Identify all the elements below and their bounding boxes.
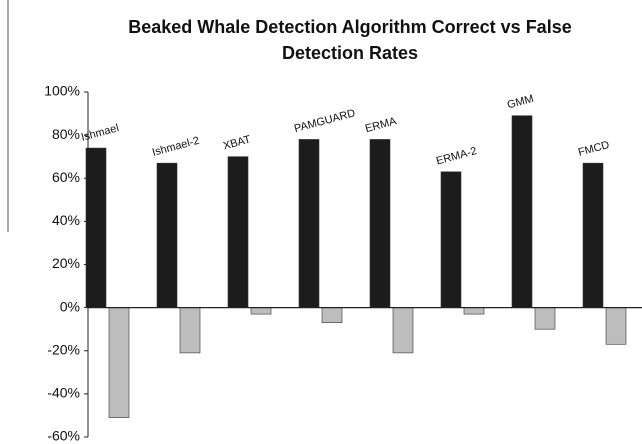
y-tick-label: 100% <box>44 83 80 99</box>
bar <box>511 115 533 308</box>
y-tick-label: 80% <box>52 126 80 142</box>
chart-title: Beaked Whale Detection Algorithm Correct… <box>128 17 572 63</box>
bar <box>534 307 556 330</box>
y-tick-label: 60% <box>52 169 80 185</box>
bar <box>392 307 414 354</box>
category-label: XBAT <box>222 134 252 153</box>
category-label: Ishmael <box>80 122 120 144</box>
y-tick-label: 0% <box>60 298 80 314</box>
bar <box>108 307 130 418</box>
bar <box>582 162 604 308</box>
category-label: GMM <box>506 93 535 112</box>
y-tick-label: 40% <box>52 212 80 228</box>
bar <box>321 307 343 324</box>
bar <box>440 171 462 308</box>
y-tick-label: 20% <box>52 255 80 271</box>
y-tick-label: -20% <box>47 341 80 357</box>
bar <box>250 307 272 315</box>
y-tick-label: -60% <box>47 428 80 444</box>
bar <box>298 139 320 308</box>
bar <box>605 307 627 345</box>
bar <box>179 307 201 354</box>
bar <box>156 162 178 308</box>
bar <box>463 307 485 315</box>
category-label: FMCD <box>577 139 611 159</box>
category-label: ERMA-2 <box>435 145 478 167</box>
category-label: ERMA <box>364 115 398 135</box>
bar <box>85 147 107 308</box>
bar <box>369 139 391 308</box>
category-label: PAMGUARD <box>293 107 357 135</box>
category-label: Ishmael-2 <box>151 135 201 159</box>
bar <box>227 156 249 308</box>
y-tick-label: -40% <box>47 385 80 401</box>
